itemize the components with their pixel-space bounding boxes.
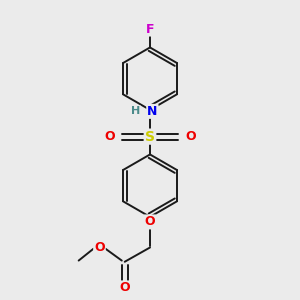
Text: O: O [104, 130, 115, 143]
Text: O: O [145, 215, 155, 228]
Text: F: F [146, 22, 154, 35]
Text: O: O [119, 281, 130, 294]
Text: H: H [131, 106, 140, 116]
Text: S: S [145, 130, 155, 144]
Text: O: O [185, 130, 196, 143]
Text: O: O [94, 241, 105, 254]
Text: N: N [147, 105, 158, 118]
